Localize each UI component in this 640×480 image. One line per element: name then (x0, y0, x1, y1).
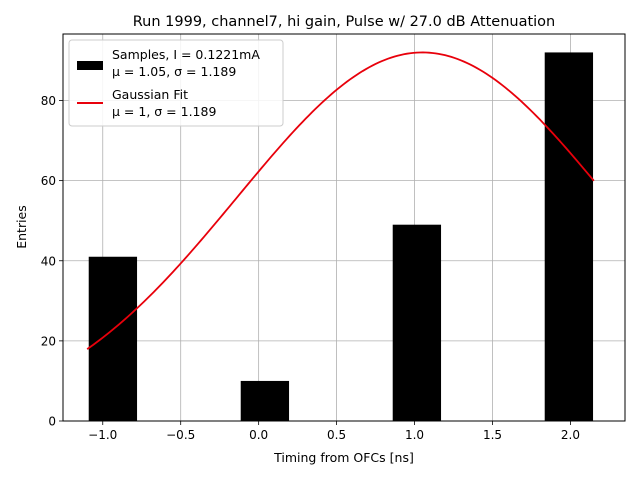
x-tick-label: 1.0 (405, 428, 424, 442)
histogram-bar (392, 224, 442, 421)
x-tick-label: −1.0 (88, 428, 117, 442)
gaussian-fit-line (86, 51, 595, 350)
fit-curve-group (86, 51, 595, 350)
histogram-bar (88, 256, 138, 421)
legend-box (68, 39, 284, 127)
legend-samples-label: Samples, I = 0.1221mA (112, 47, 260, 62)
y-axis: 0 20 40 60 80 (41, 94, 63, 429)
y-tick-label: 20 (41, 334, 56, 348)
x-tick-label: 2.0 (561, 428, 580, 442)
legend-fit-stats: μ = 1, σ = 1.189 (112, 104, 216, 119)
histogram-bar (544, 52, 594, 422)
y-tick-label: 40 (41, 254, 56, 268)
y-tick-label: 0 (48, 415, 56, 429)
y-tick-label: 60 (41, 174, 56, 188)
legend: Samples, I = 0.1221mA μ = 1.05, σ = 1.18… (68, 39, 284, 127)
y-axis-label: Entries (14, 205, 29, 249)
x-tick-label: −0.5 (166, 428, 195, 442)
legend-samples-swatch (77, 61, 103, 70)
x-tick-label: 1.5 (483, 428, 502, 442)
bars (88, 52, 594, 422)
x-axis: −1.0 −0.5 0.0 0.5 1.0 1.5 2.0 (88, 421, 580, 442)
x-tick-label: 0.0 (249, 428, 268, 442)
x-axis-label: Timing from OFCs [ns] (273, 450, 414, 465)
plot-frame (62, 33, 626, 422)
x-tick-label: 0.5 (327, 428, 346, 442)
y-tick-label: 80 (41, 94, 56, 108)
chart-title: Run 1999, channel7, hi gain, Pulse w/ 27… (133, 14, 556, 30)
legend-fit-label: Gaussian Fit (112, 87, 188, 102)
legend-samples-stats: μ = 1.05, σ = 1.189 (112, 64, 236, 79)
histogram-bar (240, 380, 290, 421)
